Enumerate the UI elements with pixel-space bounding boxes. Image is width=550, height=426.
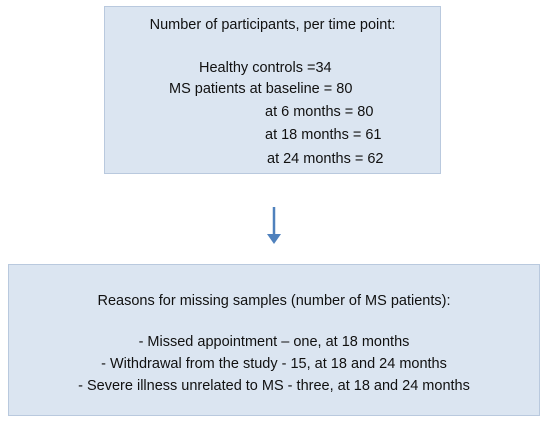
participants-box: Number of participants, per time point: … — [104, 6, 441, 174]
participants-line-18-months: at 18 months = 61 — [265, 127, 382, 143]
participants-line-baseline: MS patients at baseline = 80 — [169, 81, 353, 97]
participants-title: Number of participants, per time point: — [149, 17, 396, 33]
missing-reason-severe-illness: - Severe illness unrelated to MS - three… — [78, 378, 470, 394]
missing-reason-missed-appointment: - Missed appointment – one, at 18 months — [138, 334, 410, 350]
down-arrow-icon — [267, 207, 281, 244]
participants-line-healthy-controls: Healthy controls =34 — [199, 60, 332, 76]
missing-samples-box: Reasons for missing samples (number of M… — [8, 264, 540, 416]
participants-line-6-months: at 6 months = 80 — [265, 104, 374, 120]
missing-samples-title: Reasons for missing samples (number of M… — [97, 293, 451, 309]
participants-line-24-months: at 24 months = 62 — [267, 151, 384, 167]
missing-reason-withdrawal: - Withdrawal from the study - 15, at 18 … — [101, 356, 447, 372]
